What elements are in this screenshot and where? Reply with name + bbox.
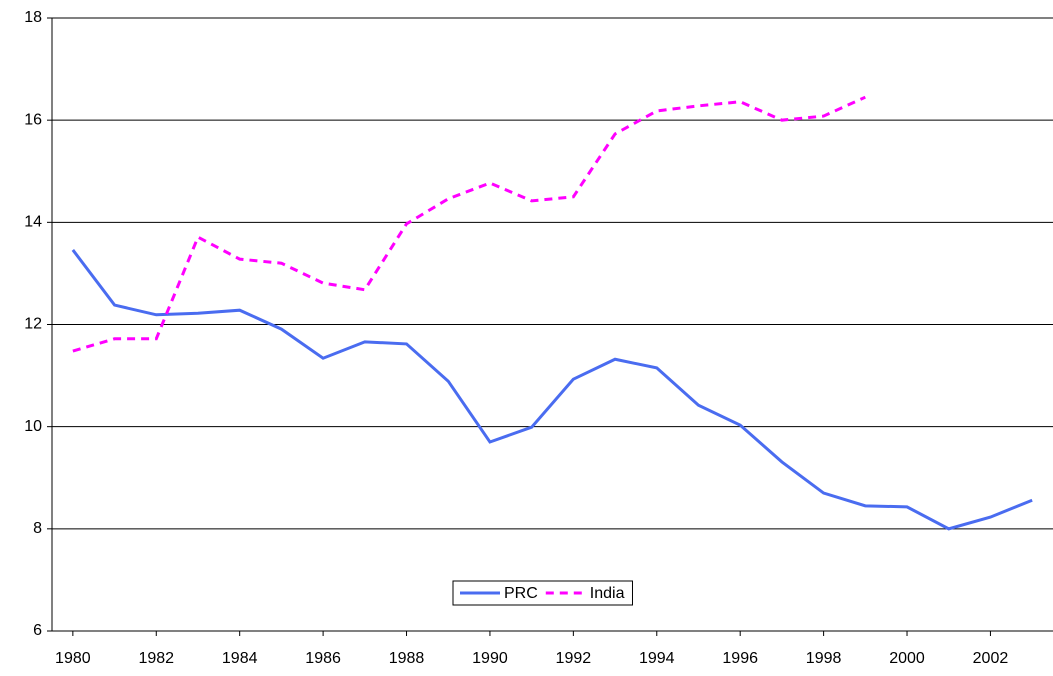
x-tick-label: 1996 xyxy=(722,650,758,667)
x-tick-label: 1986 xyxy=(305,650,341,667)
x-tick-label: 1982 xyxy=(138,650,174,667)
x-tick-label: 1992 xyxy=(556,650,592,667)
y-tick-label: 14 xyxy=(24,214,42,231)
line-series xyxy=(71,249,1033,531)
x-tick-label: 2000 xyxy=(889,650,925,667)
x-tick-label: 1980 xyxy=(55,650,91,667)
x-tick-label: 1984 xyxy=(222,650,258,667)
y-tick-label: 10 xyxy=(24,418,42,435)
y-tick-label: 18 xyxy=(24,9,42,26)
y-tick-label: 8 xyxy=(33,520,42,537)
x-tick-label: 1988 xyxy=(389,650,425,667)
line-series xyxy=(72,95,866,353)
x-tick-label: 2002 xyxy=(973,650,1009,667)
y-tick-label: 12 xyxy=(24,316,42,333)
x-tick-label: 1994 xyxy=(639,650,675,667)
legend-label: PRC xyxy=(504,585,538,602)
y-tick-label: 16 xyxy=(24,111,42,128)
x-tick-label: 1998 xyxy=(806,650,842,667)
legend-label: India xyxy=(590,585,625,602)
legend: PRC India xyxy=(452,580,633,606)
x-tick-label: 1990 xyxy=(472,650,508,667)
y-tick-label: 6 xyxy=(33,622,42,639)
